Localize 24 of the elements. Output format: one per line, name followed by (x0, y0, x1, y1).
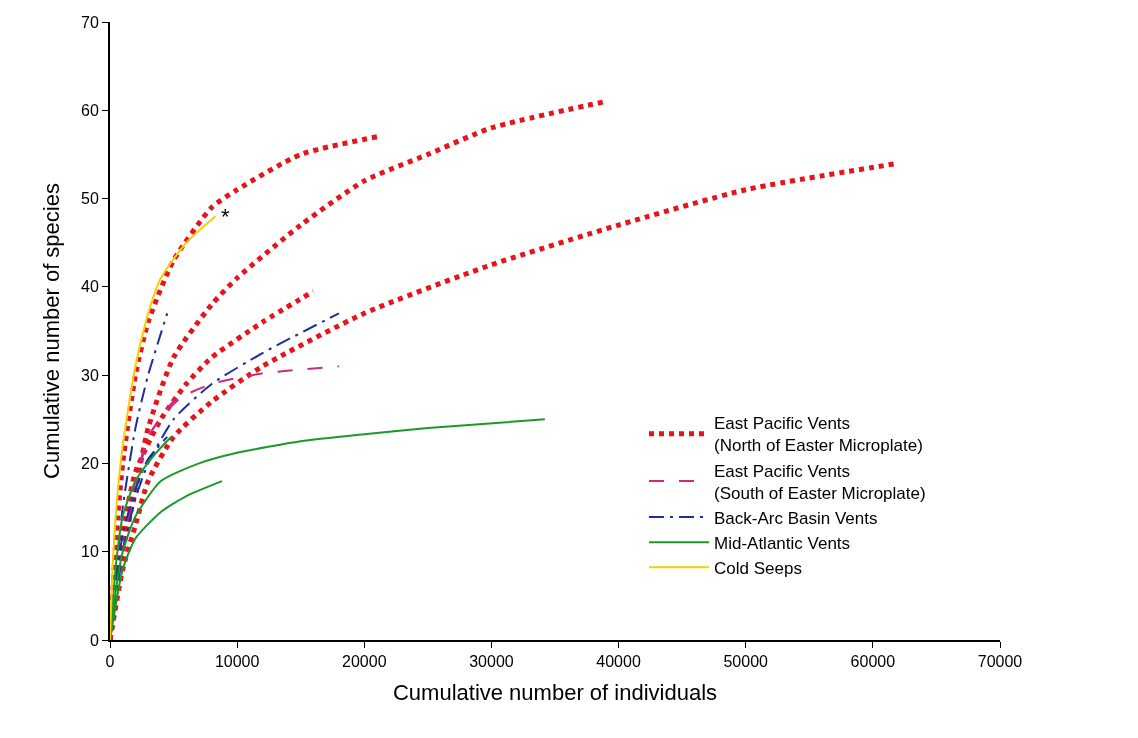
x-tick-label: 0 (105, 653, 115, 671)
y-tick-label: 60 (81, 101, 99, 119)
y-tick-label: 20 (81, 455, 99, 473)
legend-label: East Pacific Vents (South of Easter Microplate) (714, 461, 926, 503)
legend-label: Back-Arc Basin Vents (714, 508, 878, 528)
y-tick-label: 10 (81, 543, 99, 561)
y-tick-label: 40 (81, 278, 99, 296)
x-axis-title: Cumulative number of individuals (392, 679, 718, 705)
x-tick-label: 20000 (342, 653, 387, 671)
y-tick-label: 70 (81, 13, 99, 31)
x-tick-label: 30000 (469, 653, 514, 671)
legend-label: East Pacific Vents (North of Easter Microplate) (714, 414, 923, 456)
y-tick-label: 0 (89, 631, 99, 649)
legend-label: Mid-Atlantic Vents (714, 533, 851, 553)
x-tick-label: 10000 (214, 653, 260, 671)
annotation: * (221, 204, 230, 229)
x-tick-label: 60000 (850, 653, 896, 671)
y-tick-label: 30 (81, 366, 99, 384)
x-tick-label: 70000 (977, 653, 1023, 671)
x-tick-label: 40000 (596, 653, 641, 671)
y-tick-label: 50 (81, 190, 99, 208)
legend-label: Cold Seeps (714, 558, 802, 578)
x-tick-label: 50000 (723, 653, 769, 671)
y-axis-title: Cumulative number of species (39, 183, 65, 479)
